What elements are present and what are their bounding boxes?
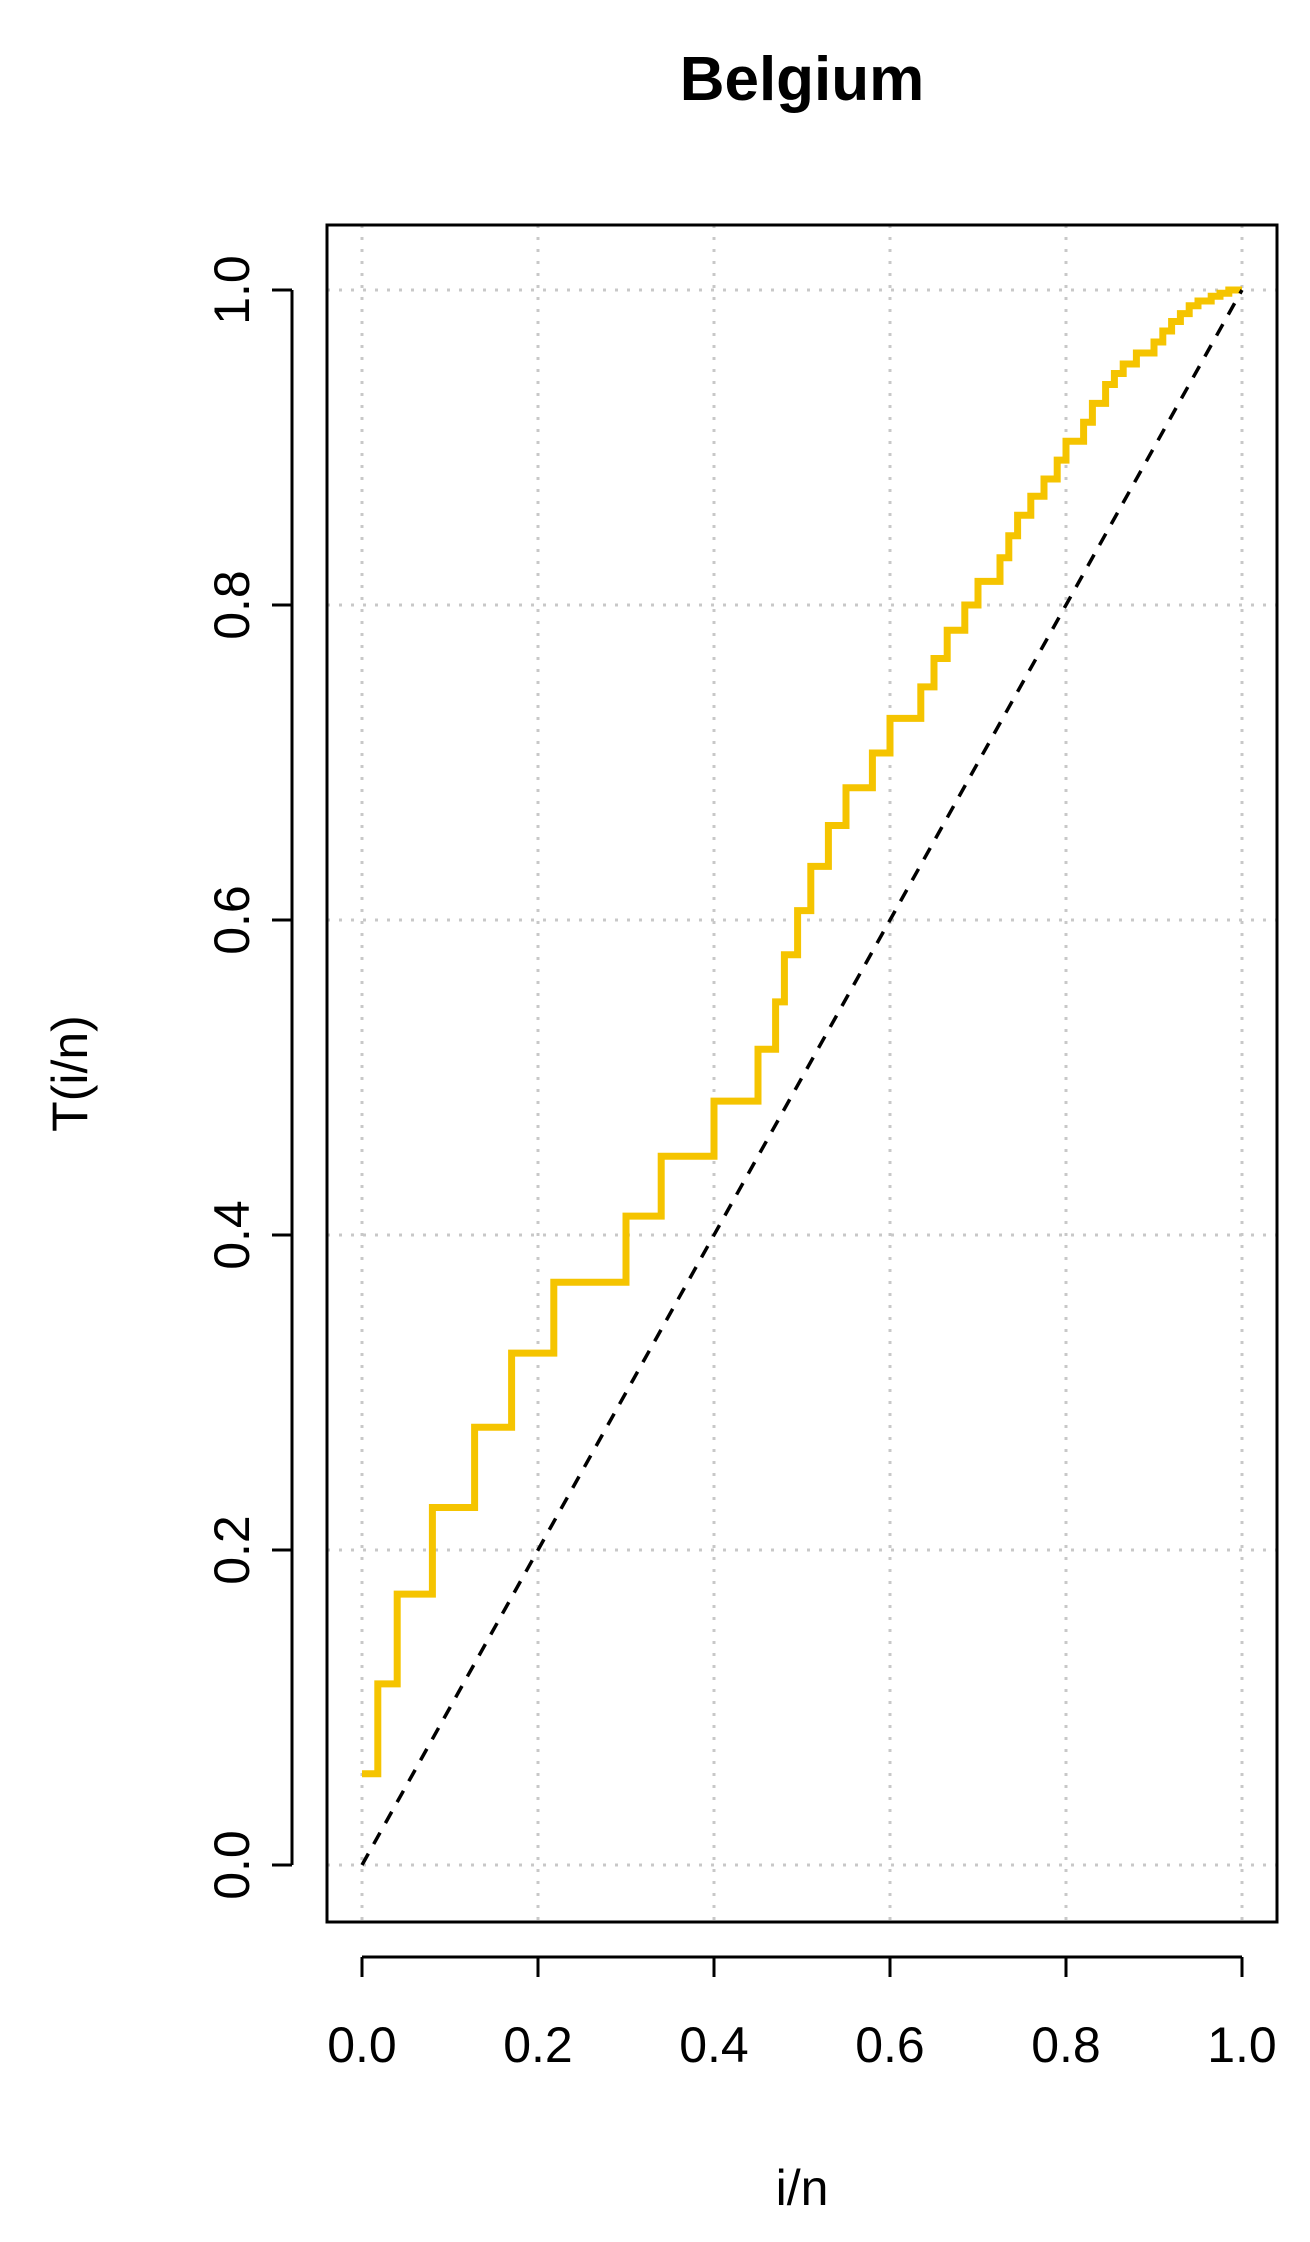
x-tick-label-0: 0.0 <box>327 2017 397 2073</box>
y-tick-label-0: 0.0 <box>204 1830 260 1900</box>
x-tick-label-1: 0.2 <box>503 2017 573 2073</box>
series-layer <box>360 286 1244 1866</box>
x-tick-label-5: 1.0 <box>1207 2017 1277 2073</box>
chart-title: Belgium <box>680 45 925 114</box>
plot-frame <box>325 223 1279 1924</box>
y-axis-label: T(i/n) <box>42 1015 98 1132</box>
series-equality-line <box>360 289 1244 1866</box>
y-tick-label-3: 0.6 <box>204 885 260 955</box>
x-tick-label-2: 0.4 <box>679 2017 749 2073</box>
y-tick-label-4: 0.8 <box>204 570 260 640</box>
y-tick-label-1: 0.2 <box>204 1515 260 1585</box>
x-tick-label-4: 0.8 <box>1031 2017 1101 2073</box>
y-tick-label-2: 0.4 <box>204 1200 260 1270</box>
grid-layer <box>327 225 1277 1922</box>
x-axis-label: i/n <box>776 2160 829 2216</box>
x-tick-label-3: 0.6 <box>855 2017 925 2073</box>
axes-layer: 0.0 0.2 0.4 0.6 0.8 1.0 0.0 0.2 0.4 0.6 0.8 1.0 <box>204 255 1277 2073</box>
series-lorenz-curve <box>362 286 1242 1778</box>
y-tick-label-5: 1.0 <box>204 255 260 325</box>
